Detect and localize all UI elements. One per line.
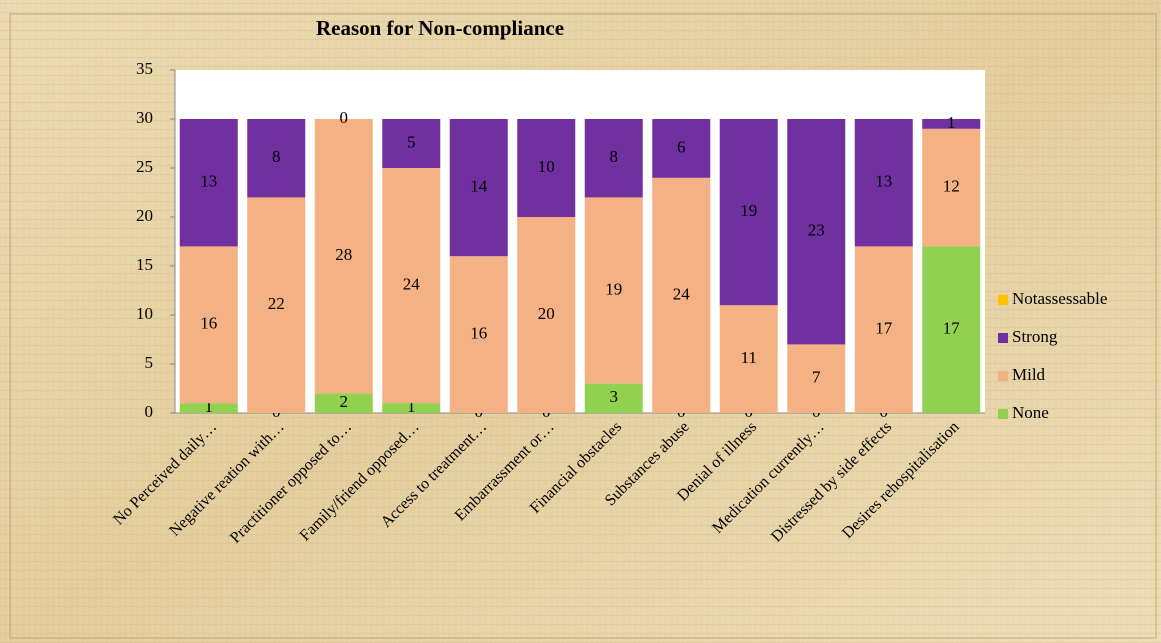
bar-segment [719,305,778,413]
bar-segment [652,177,711,413]
data-label: 22 [268,294,285,313]
y-tick-label: 25 [136,157,153,176]
bar-segment [382,403,441,413]
bar-segment [247,197,306,413]
bar-segment [719,119,778,306]
y-tick-label: 5 [145,353,154,372]
data-label: 1 [947,113,956,132]
data-label: 6 [677,137,686,156]
bar-segment [584,197,643,384]
data-label: 19 [605,279,622,298]
y-tick-label: 35 [136,59,153,78]
data-label: 1 [407,397,416,416]
bar-segment [314,393,373,413]
bar-segment [449,256,508,413]
data-label: 11 [741,348,757,367]
bar-segment [517,119,576,217]
bar-segment [584,119,643,198]
plot-area [175,70,985,413]
data-label: 20 [538,304,555,323]
data-label: 13 [200,172,217,191]
data-label: 24 [403,275,421,294]
bar-segment [787,344,846,413]
data-label: 7 [812,368,821,387]
data-label: 3 [610,387,619,406]
data-label: 19 [740,201,757,220]
data-label: 8 [272,147,281,166]
legend-swatch [998,295,1008,305]
bar-segment [652,119,711,178]
bar-segment [854,119,913,247]
data-label: 17 [943,319,961,338]
chart-border [9,13,1157,639]
legend-swatch [998,371,1008,381]
bar-segment [314,119,373,394]
legend-swatch [998,409,1008,419]
legend-label: Strong [1012,327,1058,346]
bar-segment [382,119,441,168]
data-label: 23 [808,221,825,240]
data-label: 2 [340,392,349,411]
bar-segment [179,246,238,404]
bar-segment [787,119,846,345]
chart-title: Reason for Non-compliance [316,16,564,40]
data-label: 17 [875,319,893,338]
data-label: 8 [610,147,619,166]
data-label: 13 [875,172,892,191]
y-tick-label: 20 [136,206,153,225]
data-label: 0 [340,108,349,127]
data-label: 14 [470,177,488,196]
bar-segment [584,383,643,413]
data-label: 12 [943,177,960,196]
bar-segment [449,119,508,257]
y-tick-label: 30 [136,108,153,127]
y-tick-label: 15 [136,255,153,274]
bar-segment [517,217,576,413]
data-label: 16 [470,324,487,343]
data-label: 28 [335,245,352,264]
y-tick-label: 10 [136,304,153,323]
data-label: 1 [205,397,214,416]
bar-segment [179,119,238,247]
legend-label: Mild [1012,365,1046,384]
data-label: 24 [673,284,691,303]
legend-swatch [998,333,1008,343]
bar-segment [382,168,441,404]
legend-label: None [1012,403,1049,422]
bar-segment [854,246,913,413]
y-tick-label: 0 [145,402,154,421]
legend-label: Notassessable [1012,289,1107,308]
bar-segment [179,403,238,413]
data-label: 5 [407,132,416,151]
data-label: 10 [538,157,555,176]
data-label: 16 [200,314,217,333]
bar-segment [247,119,306,198]
bar-segment [922,246,981,413]
bar-segment [922,128,981,247]
bar-segment [922,119,981,129]
